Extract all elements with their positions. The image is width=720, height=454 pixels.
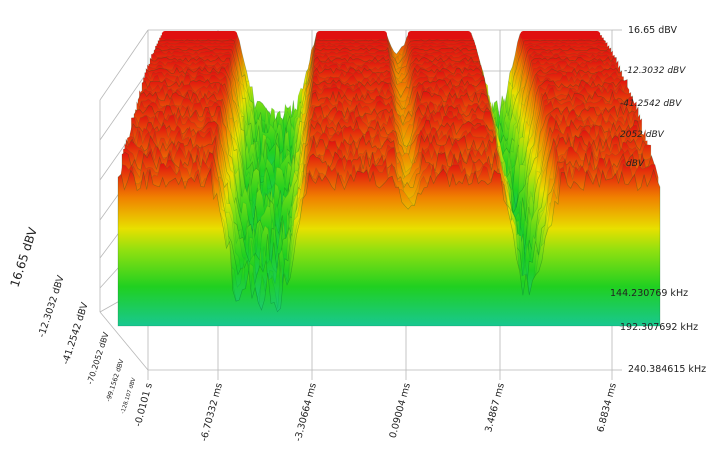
time-tick-1: -6.70332 ms (199, 382, 225, 443)
amplitude-tick-left-0: 16.65 dBV (8, 225, 41, 289)
peak-band-2 (407, 31, 472, 39)
peak-band-0 (162, 31, 237, 39)
amplitude-tick-left-5: -128.107 dBV (120, 377, 137, 415)
frequency-axis: 144.230769 kHz 192.307692 kHz 240.384615… (610, 288, 706, 375)
time-tick-4: 3.4867 ms (483, 382, 507, 434)
peak-band-1 (316, 31, 387, 39)
time-tick-0: -0.0101 s (133, 382, 155, 428)
peak-band-3 (520, 31, 600, 39)
frequency-tick-2: 240.384615 kHz (628, 364, 706, 375)
time-axis: -0.0101 s -6.70332 ms -3.30664 ms 0.0900… (133, 382, 619, 443)
amplitude-tick-right-2: -41.2542 dBV (620, 99, 682, 109)
surface-slice (117, 167, 661, 327)
amplitude-tick-left-1: -12.3032 dBV (36, 274, 67, 339)
amplitude-tick-right-0: 16.65 dBV (628, 25, 677, 36)
frequency-tick-1: 192.307692 kHz (620, 322, 698, 333)
amplitude-tick-right-1: -12.3032 dBV (624, 66, 686, 76)
time-tick-5: 6.8834 ms (595, 382, 619, 434)
amplitude-tick-left-2: -41.2542 dBV (60, 301, 91, 366)
time-tick-3: 0.09004 ms (388, 382, 413, 439)
amplitude-tick-right-3: 2052 dBV (620, 130, 665, 140)
amplitude-tick-right-4: dBV (626, 159, 645, 169)
spectrum-surface (117, 31, 661, 327)
amplitude-tick-left-3: -70.2052 dBV (85, 331, 111, 386)
time-tick-2: -3.30664 ms (293, 382, 319, 443)
frequency-tick-0: 144.230769 kHz (610, 288, 688, 299)
amplitude-axis-right: 16.65 dBV -12.3032 dBV -41.2542 dBV 2052… (620, 25, 686, 169)
amplitude-tick-left-4: -99.1562 dBV (104, 358, 125, 403)
